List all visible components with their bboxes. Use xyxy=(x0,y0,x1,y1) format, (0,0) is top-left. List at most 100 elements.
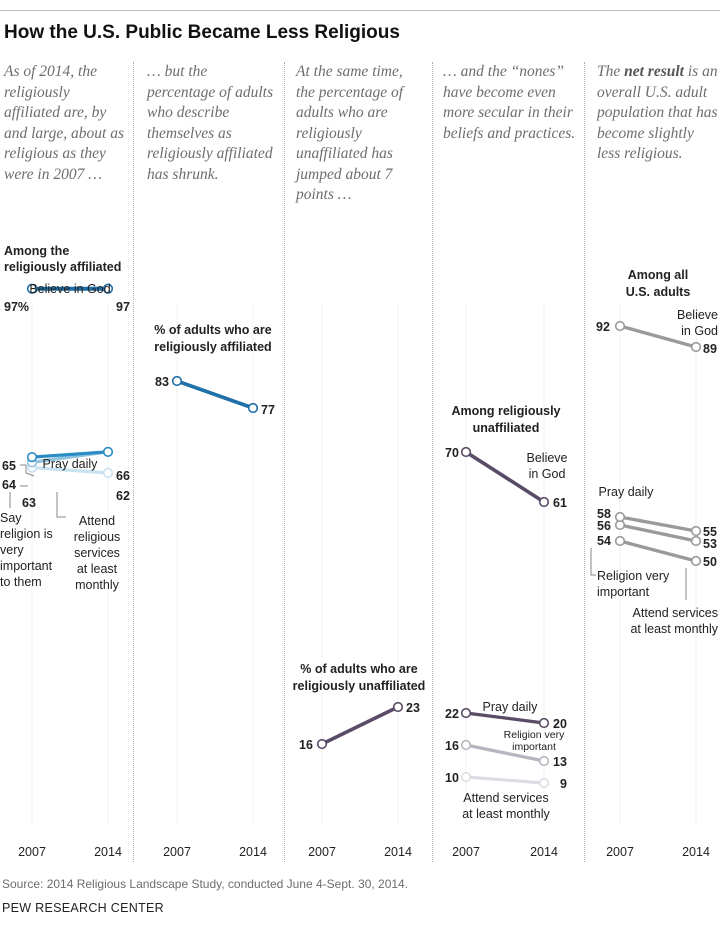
organization-credit: PEW RESEARCH CENTER xyxy=(2,901,164,915)
data-label: 62 xyxy=(116,489,130,503)
data-point xyxy=(614,320,626,332)
data-label: 56 xyxy=(597,519,611,533)
x-tick-label: 2014 xyxy=(239,845,267,859)
data-label: 9 xyxy=(560,777,567,791)
data-point xyxy=(690,525,702,537)
series-label: very xyxy=(0,543,24,557)
data-label: 92 xyxy=(596,320,610,334)
series-label: services xyxy=(74,546,120,560)
data-label: 16 xyxy=(445,739,459,753)
chart-title: U.S. adults xyxy=(626,285,691,299)
panel-divider xyxy=(284,62,285,862)
intro-text-3: At the same time, the percentage of adul… xyxy=(296,63,404,203)
series-line xyxy=(464,450,546,504)
series-label: at least monthly xyxy=(630,622,718,636)
data-label: 89 xyxy=(703,342,717,356)
data-label: 97% xyxy=(4,300,29,314)
data-label: 50 xyxy=(703,555,717,569)
x-tick-label: 2007 xyxy=(452,845,480,859)
data-label: 97 xyxy=(116,300,130,314)
x-tick-label: 2014 xyxy=(682,845,710,859)
series-label: Attend xyxy=(79,514,115,528)
series-line xyxy=(618,324,698,349)
series-label: religion is xyxy=(0,527,53,541)
series-label: Believe in God xyxy=(29,282,110,296)
series-line xyxy=(464,775,546,785)
series-label: important xyxy=(597,585,650,599)
data-point xyxy=(690,341,702,353)
intro-text-4: … and the “nones” have become even more … xyxy=(443,63,576,142)
data-label: 22 xyxy=(445,707,459,721)
x-tick-label: 2007 xyxy=(163,845,191,859)
panel-affiliated-share-intro: … but the percentage of adults who descr… xyxy=(147,62,277,862)
series-label: Religion very xyxy=(504,729,565,741)
data-point xyxy=(316,738,328,750)
series-line xyxy=(618,515,698,533)
intro-text-5: The net result is an overall U.S. adult … xyxy=(597,63,718,162)
series-line xyxy=(30,450,110,459)
data-point xyxy=(538,496,550,508)
data-point xyxy=(690,555,702,567)
panel-divider xyxy=(432,62,433,862)
series-label: Say xyxy=(0,511,22,525)
page-title: How the U.S. Public Became Less Religiou… xyxy=(4,22,400,43)
data-point xyxy=(460,739,472,751)
data-label: 77 xyxy=(261,403,275,417)
chart-title: Among religiously xyxy=(451,404,560,418)
series-label: Attend services xyxy=(633,606,718,620)
series-line xyxy=(175,379,255,410)
data-label: 54 xyxy=(597,534,611,548)
x-tick-label: 2007 xyxy=(308,845,336,859)
series-label: religious xyxy=(74,530,121,544)
panel-affiliated-intro: As of 2014, the religiously affiliated a… xyxy=(4,62,129,862)
data-point xyxy=(102,283,114,294)
label-connector xyxy=(20,464,35,477)
data-label: 53 xyxy=(703,537,717,551)
data-point xyxy=(538,755,550,767)
series-label: monthly xyxy=(75,578,120,592)
series-line xyxy=(618,539,698,563)
chart-title: % of adults who are xyxy=(154,323,271,337)
series-line xyxy=(618,523,698,543)
label-connector xyxy=(590,548,596,576)
chart-title: Among the xyxy=(4,244,69,258)
series-label: in God xyxy=(681,324,718,338)
series-label: Pray daily xyxy=(483,700,539,714)
series-label: to them xyxy=(0,575,42,589)
data-label: 20 xyxy=(553,717,567,731)
data-label: 23 xyxy=(406,701,420,715)
data-point xyxy=(690,535,702,547)
data-label: 63 xyxy=(22,496,36,510)
series-line xyxy=(30,466,110,475)
data-point xyxy=(102,467,114,478)
panel-nones-intro: … and the “nones” have become even more … xyxy=(443,62,578,862)
data-label: 66 xyxy=(116,469,130,483)
series-label: important xyxy=(512,741,556,753)
data-point xyxy=(26,283,38,294)
x-tick-label: 2007 xyxy=(606,845,634,859)
series-line xyxy=(320,705,400,746)
panel-divider xyxy=(133,62,134,862)
intro-text-1: As of 2014, the religiously affiliated a… xyxy=(4,63,124,183)
data-label: 58 xyxy=(597,507,611,521)
data-label: 55 xyxy=(703,525,717,539)
religion-line-charts: Among the religiously affiliated Believe i… xyxy=(0,244,719,859)
data-point xyxy=(247,402,259,414)
data-point xyxy=(102,446,114,457)
series-line xyxy=(464,711,546,725)
panel-unaffiliated-share-intro: At the same time, the percentage of adul… xyxy=(296,62,426,862)
data-label: 10 xyxy=(445,771,459,785)
data-label: 13 xyxy=(553,755,567,769)
x-tick-label: 2014 xyxy=(384,845,412,859)
intro-text-2: … but the percentage of adults who descr… xyxy=(147,63,273,183)
data-label: 70 xyxy=(445,446,459,460)
data-point xyxy=(171,375,183,387)
data-label: 16 xyxy=(299,738,313,752)
x-tick-label: 2014 xyxy=(530,845,558,859)
x-tick-label: 2014 xyxy=(94,845,122,859)
data-point xyxy=(460,707,472,719)
series-label: Religion very xyxy=(597,569,670,583)
series-label: Believe xyxy=(527,451,568,465)
series-label: Attend services xyxy=(463,791,548,805)
series-label: Believe xyxy=(677,308,718,322)
